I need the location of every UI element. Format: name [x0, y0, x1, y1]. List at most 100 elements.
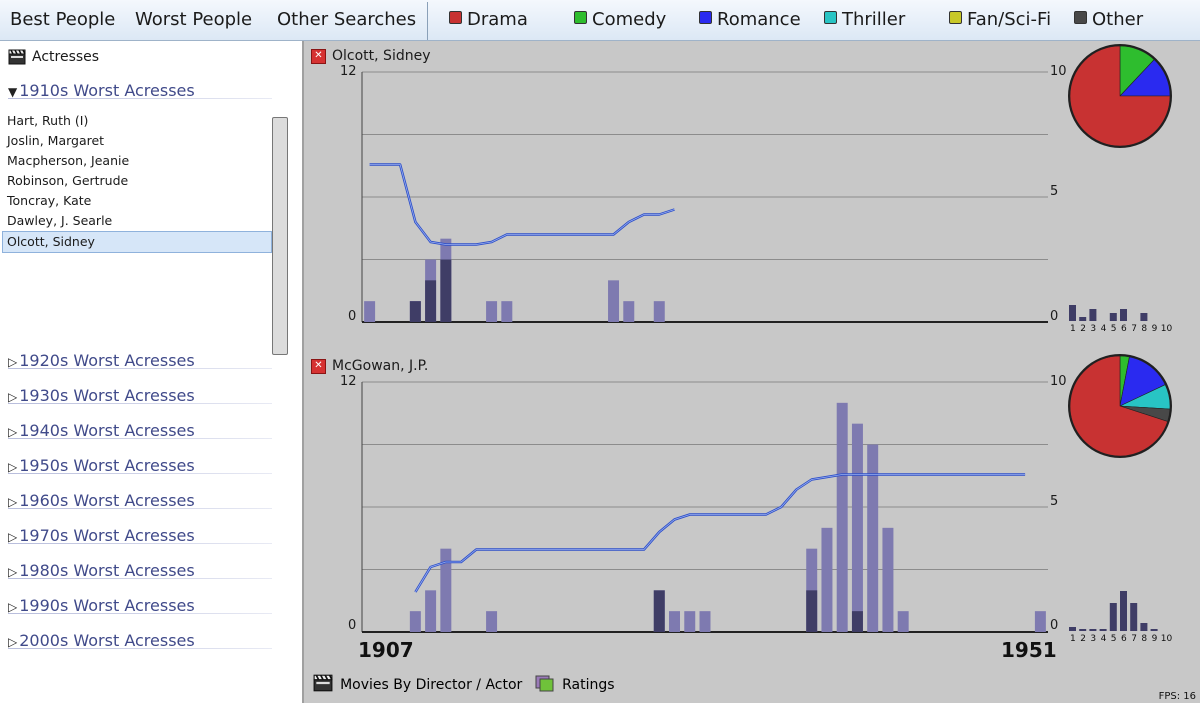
histogram-bar — [1130, 603, 1138, 631]
panel-mcgowan-jp: 1 2 3 4 5 6 7 8 9 10 — [361, 354, 1173, 644]
decade-label: 1970s Worst Acresses — [19, 526, 195, 545]
nav-other-searches[interactable]: Other Searches — [277, 9, 417, 30]
decade-1930s-header[interactable]: ▷ 1930s Worst Acresses — [8, 386, 195, 405]
triangle-right-icon: ▷ — [8, 495, 18, 509]
left-axis-max: 12 — [340, 374, 357, 389]
panel-olcott-sidney: 1 2 3 4 5 6 7 8 9 10 — [361, 44, 1173, 334]
movies-by-label: Movies By Director / Actor — [340, 677, 523, 693]
histogram-bar — [1120, 309, 1127, 321]
genre-drama-toggle[interactable]: Drama — [449, 9, 528, 30]
decade-label: 1910s Worst Acresses — [19, 81, 195, 100]
genre-romance-toggle[interactable]: Romance — [699, 9, 801, 30]
decade-1940s-header[interactable]: ▷ 1940s Worst Acresses — [8, 421, 195, 440]
histogram-label: 8 — [1141, 324, 1147, 334]
list-item[interactable]: Robinson, Gertrude — [7, 173, 129, 188]
list-item[interactable]: Joslin, Margaret — [7, 133, 105, 148]
genre-fan-sci-fi-toggle[interactable]: Fan/Sci-Fi — [949, 9, 1051, 30]
list-item-selected[interactable]: Olcott, Sidney — [2, 231, 272, 253]
decade-1980s-header[interactable]: ▷ 1980s Worst Acresses — [8, 561, 195, 580]
genre-label: Other — [1092, 9, 1144, 30]
histogram-label: 4 — [1101, 634, 1107, 644]
pie-slice — [1069, 45, 1171, 147]
fan-sci-fi-swatch-icon — [949, 11, 962, 24]
divider — [8, 613, 272, 614]
bar-light — [684, 611, 696, 632]
bar-light — [669, 611, 680, 632]
bar-light — [486, 301, 498, 322]
bar-light — [821, 527, 833, 632]
triangle-right-icon: ▷ — [8, 390, 18, 404]
histogram-label: 2 — [1080, 634, 1086, 644]
bar-light — [653, 301, 665, 322]
year-end-label: 1951 — [1001, 638, 1057, 662]
decade-1910s-header[interactable]: ▼ 1910s Worst Acresses — [8, 81, 195, 100]
bar-dark — [440, 259, 452, 322]
histogram-bar — [1109, 603, 1117, 631]
ratings-icon — [535, 675, 554, 692]
decade-label: 1990s Worst Acresses — [19, 596, 195, 615]
nav-best-people[interactable]: Best People — [10, 9, 116, 30]
decade-1990s-header[interactable]: ▷ 1990s Worst Acresses — [8, 596, 195, 615]
bar-light — [1034, 611, 1046, 632]
right-axis-max: 10 — [1050, 374, 1067, 389]
clapperboard-icon — [313, 674, 333, 692]
left-axis-max: 12 — [340, 64, 357, 79]
divider — [8, 508, 272, 509]
right-axis-mid: 5 — [1050, 184, 1059, 199]
triangle-right-icon: ▷ — [8, 600, 18, 614]
nav-divider — [427, 2, 428, 40]
bar-light — [897, 611, 909, 632]
list-item[interactable]: Dawley, J. Searle — [7, 213, 113, 228]
genre-label: Thriller — [842, 9, 906, 30]
scrollbar[interactable] — [272, 117, 288, 355]
list-item[interactable]: Toncray, Kate — [7, 193, 92, 208]
histogram-label: 3 — [1090, 634, 1096, 644]
close-panel-button[interactable]: ✕ — [311, 49, 326, 64]
triangle-right-icon: ▷ — [8, 565, 18, 579]
decade-1970s-header[interactable]: ▷ 1970s Worst Acresses — [8, 526, 195, 545]
histogram-label: 10 — [1161, 324, 1173, 334]
bar-light — [409, 611, 421, 632]
triangle-right-icon: ▷ — [8, 425, 18, 439]
genre-other-toggle[interactable]: Other — [1074, 9, 1143, 30]
left-axis-min: 0 — [348, 618, 357, 633]
bar-light — [882, 527, 894, 632]
rating-line-highlight — [369, 164, 675, 245]
nav-worst-people[interactable]: Worst People — [135, 9, 253, 30]
decade-label: 1940s Worst Acresses — [19, 421, 195, 440]
histogram-bar — [1069, 305, 1076, 321]
bar-dark — [409, 301, 421, 322]
histogram-label: 8 — [1141, 634, 1147, 644]
panel-title: McGowan, J.P. — [332, 358, 429, 374]
bar-light — [440, 548, 452, 632]
genre-thriller-toggle[interactable]: Thriller — [824, 9, 905, 30]
rating-line-highlight — [415, 474, 1026, 593]
decade-2000s-header[interactable]: ▷ 2000s Worst Acresses — [8, 631, 195, 650]
divider — [8, 578, 272, 579]
bar-dark — [806, 590, 818, 632]
thriller-swatch-icon — [824, 11, 837, 24]
decade-label: 1980s Worst Acresses — [19, 561, 195, 580]
decade-1960s-header[interactable]: ▷ 1960s Worst Acresses — [8, 491, 195, 510]
right-axis-mid: 5 — [1050, 494, 1059, 509]
right-axis-min: 0 — [1050, 618, 1059, 633]
sidebar: Actresses ▼ 1910s Worst Acresses Hart, Ru… — [0, 41, 304, 703]
close-panel-button[interactable]: ✕ — [311, 359, 326, 374]
bar-light — [364, 301, 376, 322]
ratings-link[interactable]: Ratings — [535, 674, 615, 693]
decade-label: 1960s Worst Acresses — [19, 491, 195, 510]
histogram-bar — [1099, 629, 1107, 631]
left-axis-min: 0 — [348, 309, 357, 324]
drama-swatch-icon — [449, 11, 462, 24]
decade-1920s-header[interactable]: ▷ 1920s Worst Acresses — [8, 351, 195, 370]
decade-1950s-header[interactable]: ▷ 1950s Worst Acresses — [8, 456, 195, 475]
triangle-right-icon: ▷ — [8, 355, 18, 369]
list-item[interactable]: Hart, Ruth (I) — [7, 113, 89, 128]
list-item[interactable]: Macpherson, Jeanie — [7, 153, 130, 168]
comedy-swatch-icon — [574, 11, 587, 24]
movies-by-director-actor-link[interactable]: Movies By Director / Actor — [313, 674, 522, 693]
genre-comedy-toggle[interactable]: Comedy — [574, 9, 666, 30]
genre-label: Drama — [467, 9, 528, 30]
actor-list: Hart, Ruth (I) Joslin, Margaret Macphers… — [0, 111, 272, 253]
